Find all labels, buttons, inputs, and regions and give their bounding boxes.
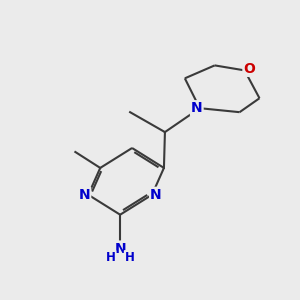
Text: H: H (106, 251, 116, 264)
Text: N: N (150, 188, 162, 202)
Text: N: N (191, 101, 202, 115)
Text: O: O (243, 62, 255, 76)
Text: N: N (114, 242, 126, 256)
Text: N: N (79, 188, 90, 202)
Text: H: H (125, 251, 135, 264)
